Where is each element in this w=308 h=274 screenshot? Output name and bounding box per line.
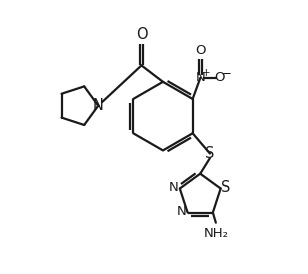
Text: O: O [195, 44, 205, 57]
Text: O: O [214, 72, 225, 84]
Text: N: N [196, 72, 205, 84]
Text: +: + [202, 68, 211, 78]
Text: −: − [221, 67, 231, 80]
Text: O: O [136, 27, 147, 42]
Text: S: S [221, 179, 231, 195]
Text: NH₂: NH₂ [203, 227, 228, 241]
Text: N: N [93, 98, 104, 113]
Text: N: N [177, 206, 187, 218]
Text: N: N [169, 181, 179, 195]
Text: S: S [205, 146, 215, 161]
